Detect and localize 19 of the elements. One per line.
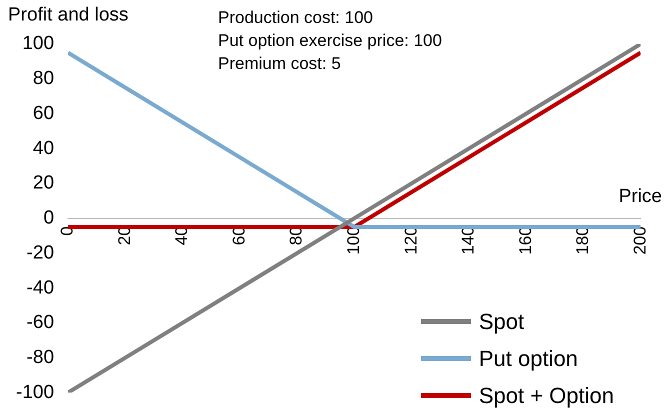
y-tick-label: 100 bbox=[22, 33, 54, 54]
y-tick-label: 20 bbox=[32, 172, 54, 194]
y-tick-label: 80 bbox=[32, 68, 54, 90]
y-tick-label: 0 bbox=[43, 208, 54, 229]
annotation: Premium cost: 5 bbox=[218, 54, 341, 74]
y-tick-label: -40 bbox=[26, 277, 54, 298]
y-tick-label: 40 bbox=[32, 138, 54, 159]
x-axis-title: Price bbox=[618, 186, 662, 208]
legend-label: Spot bbox=[478, 308, 524, 334]
y-tick-label: -20 bbox=[26, 242, 54, 264]
legend-label: Spot + Option bbox=[478, 382, 614, 408]
y-tick-label: -100 bbox=[16, 382, 54, 403]
text: Production cost: 100 bbox=[218, 8, 373, 28]
y-tick-label: -80 bbox=[26, 346, 54, 368]
y-tick-label: -60 bbox=[26, 312, 54, 334]
annotation: Put option exercise price: 100 bbox=[218, 31, 442, 50]
y-tick-label: 60 bbox=[32, 102, 54, 124]
legend-label: Put option bbox=[478, 346, 578, 372]
y-axis-title: Profit and loss bbox=[8, 4, 128, 26]
